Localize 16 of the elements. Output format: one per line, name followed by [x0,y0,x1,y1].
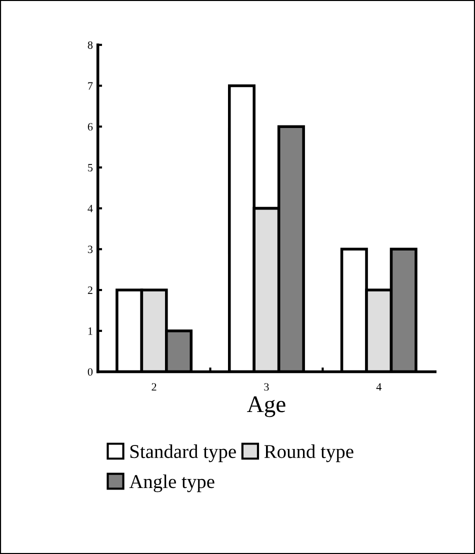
x-axis-title: Age [247,396,286,418]
x-tick-label: 2 [152,383,156,391]
y-tick-label: 5 [88,164,93,172]
y-tick-label: 7 [88,82,93,90]
y-tick-label: 1 [88,327,92,335]
y-tick-label: 3 [88,246,93,254]
legend-label: Round type [264,444,354,462]
legend-label: Standard type [130,444,236,462]
x-tick-label: 3 [264,383,269,391]
x-tick-label: 4 [376,383,382,391]
y-tick-label: 0 [88,368,93,376]
y-tick-label: 6 [88,123,93,131]
y-tick-label: 8 [88,41,93,49]
y-tick-label: 4 [88,204,93,212]
legend-label: Angle type [129,474,214,492]
y-tick-label: 2 [88,286,92,294]
